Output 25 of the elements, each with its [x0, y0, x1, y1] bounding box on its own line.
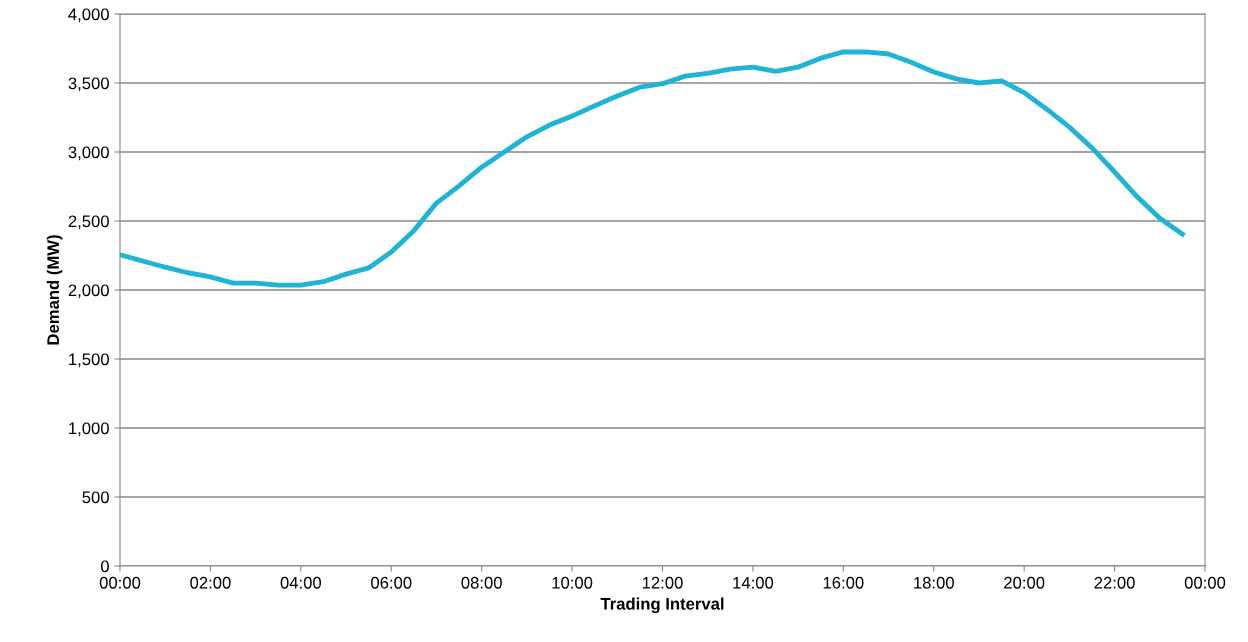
x-tick-label: 16:00: [823, 576, 864, 589]
y-tick-label: 1,500: [69, 353, 109, 368]
y-tick-label: 0: [100, 560, 109, 573]
x-tick-label: 04:00: [280, 576, 322, 589]
x-tick-label: 14:00: [733, 576, 774, 589]
y-axis-title: Demand (MW): [46, 235, 63, 345]
x-axis-title: Trading Interval: [600, 597, 724, 614]
x-tick-label: 00:00: [1184, 576, 1226, 589]
x-tick-label: 22:00: [1094, 576, 1135, 589]
y-tick-label: 500: [82, 491, 109, 504]
x-tick-label: 02:00: [190, 576, 231, 589]
x-tick-label: 06:00: [371, 576, 412, 589]
x-tick-label: 08:00: [461, 576, 502, 589]
y-tick-label: 4,000: [68, 8, 109, 23]
x-tick-label: 12:00: [642, 576, 683, 589]
x-tick-label: 18:00: [914, 576, 954, 589]
y-tick-label: 3,500: [68, 77, 109, 92]
x-tick-label: 00:00: [99, 576, 141, 589]
y-tick-label: 2,000: [68, 284, 109, 299]
x-tick-label: 20:00: [1004, 576, 1045, 589]
line-series: [120, 49, 1185, 288]
y-tick-label: 3,000: [68, 146, 109, 161]
x-tick-label: 10:00: [552, 576, 593, 589]
y-tick-label: 2,500: [68, 215, 109, 230]
y-tick-label: 1,000: [69, 422, 109, 437]
